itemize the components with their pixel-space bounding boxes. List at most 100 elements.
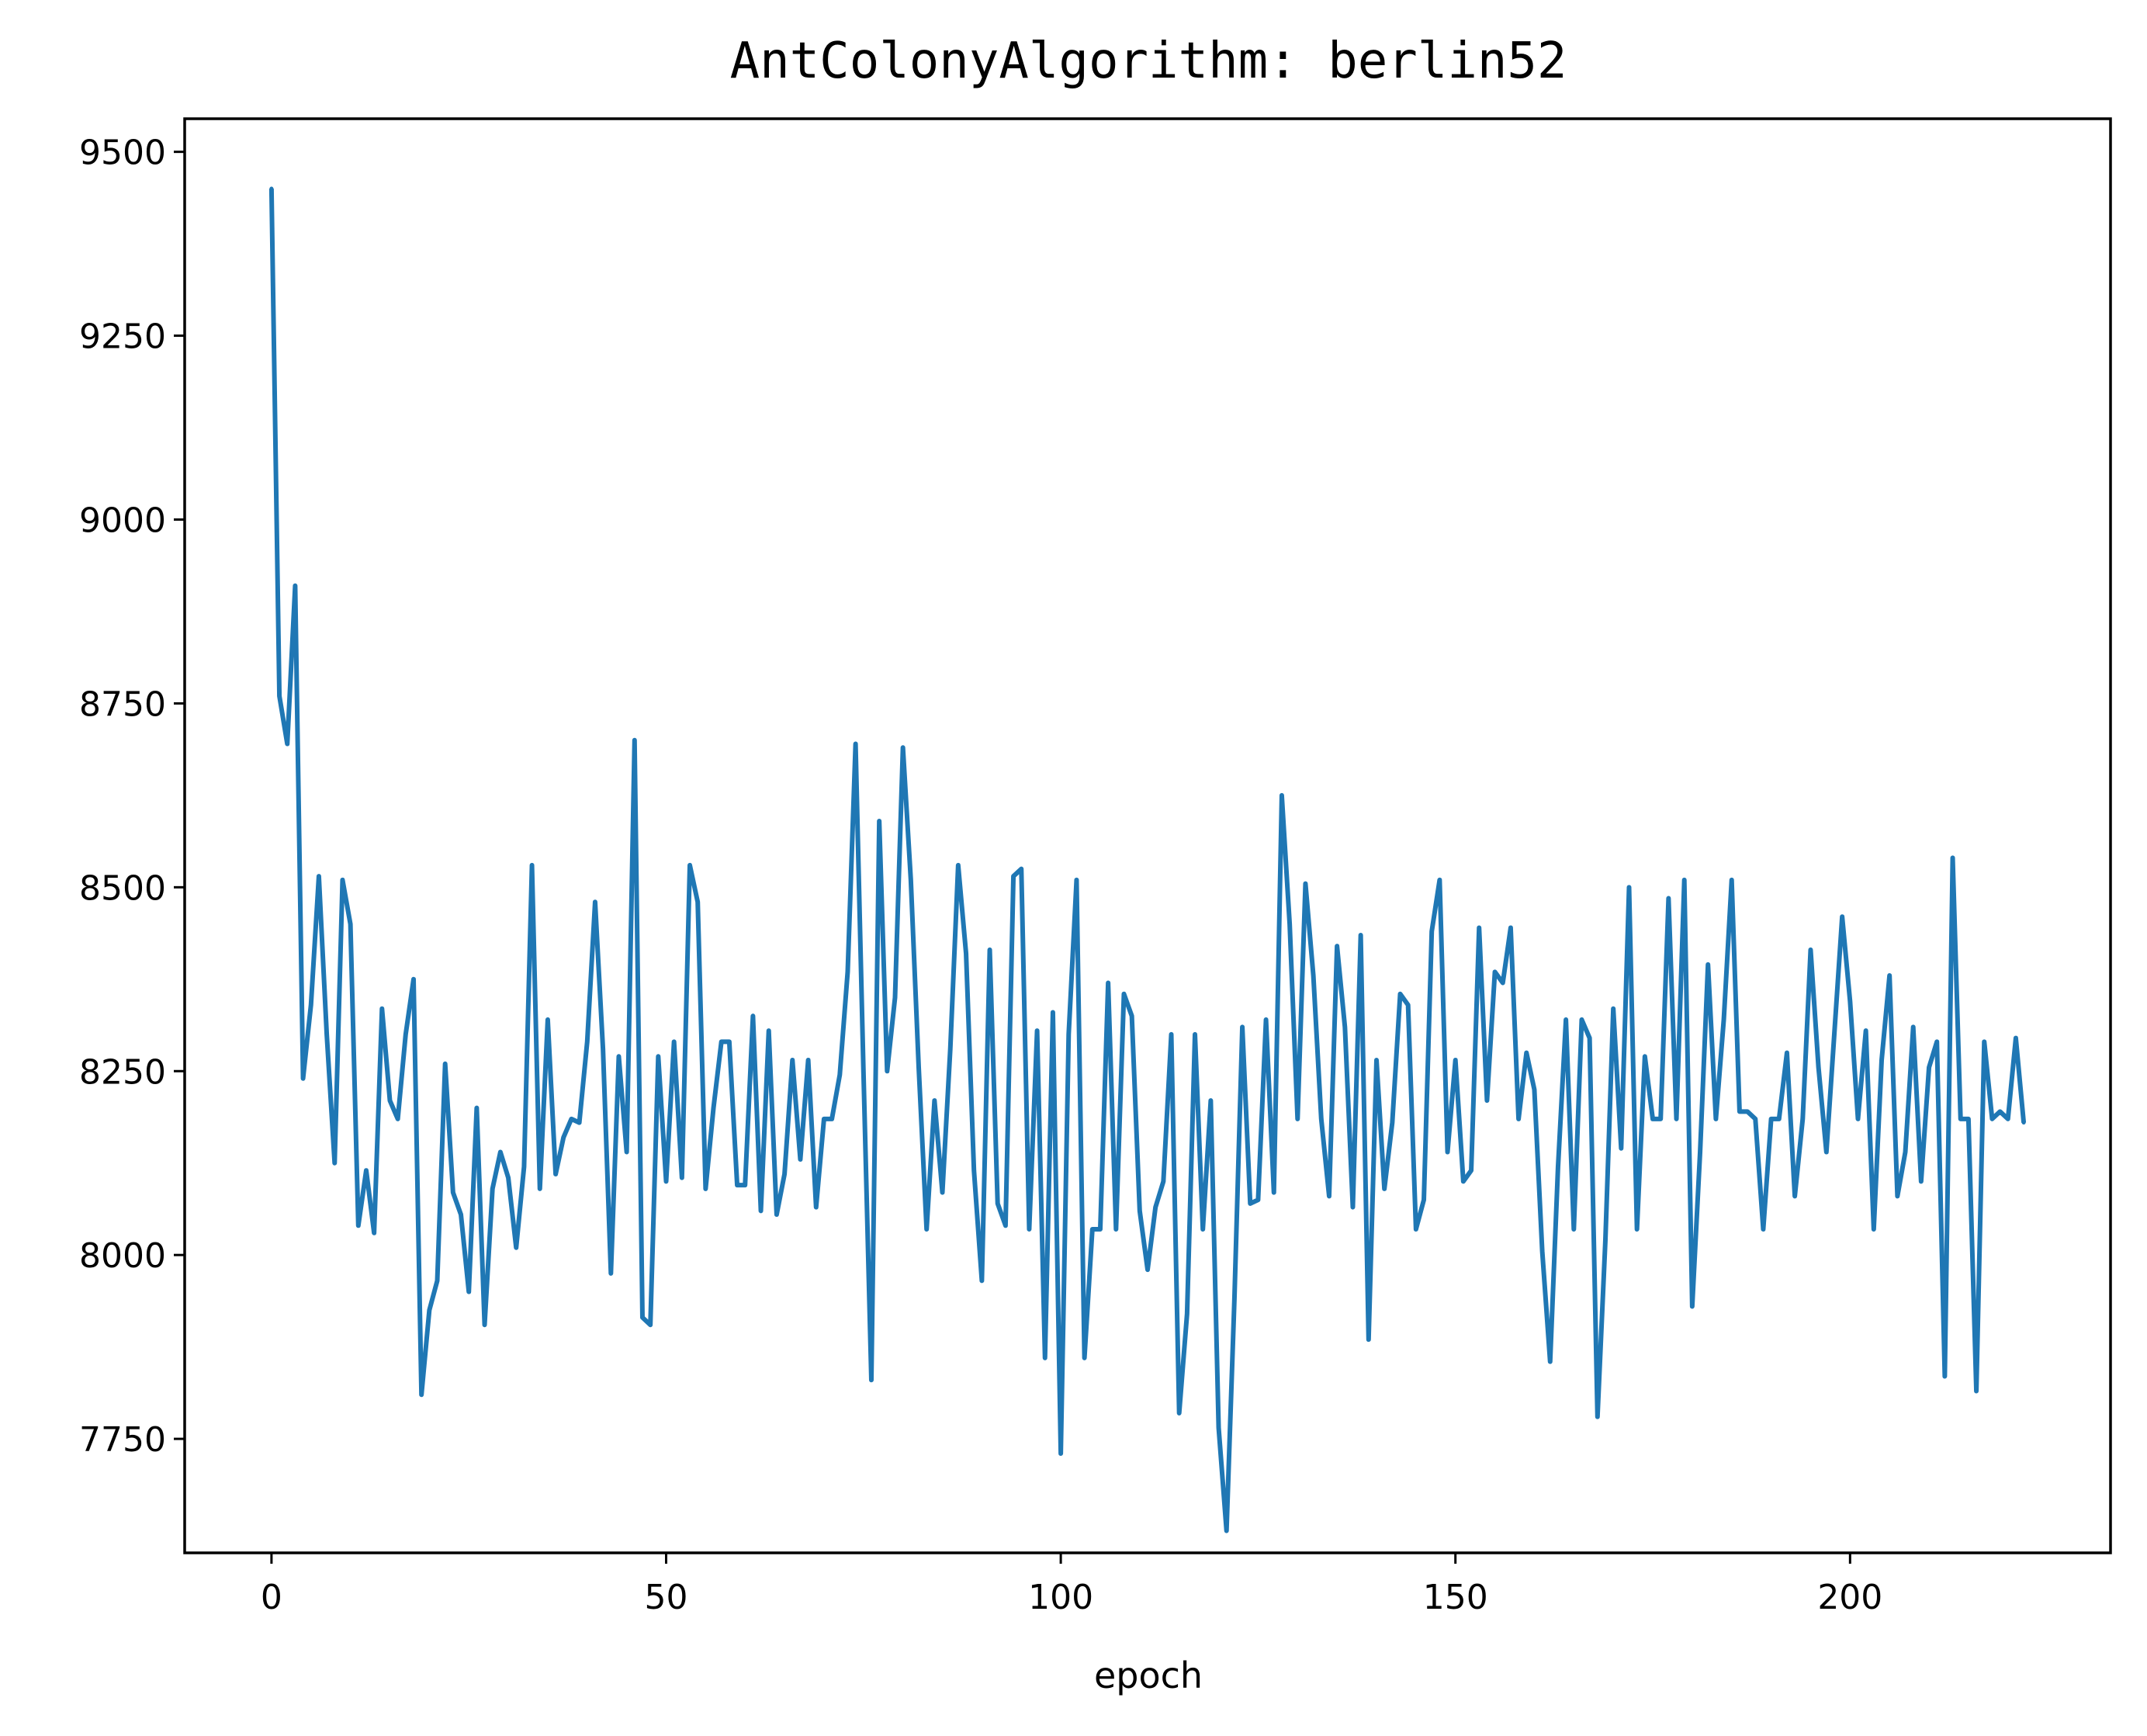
data-point xyxy=(466,1290,471,1294)
y-tick-label: 8500 xyxy=(79,868,166,908)
data-point xyxy=(1832,1032,1837,1037)
x-axis-label: epoch xyxy=(1094,1655,1203,1696)
data-point xyxy=(474,1106,479,1111)
x-tick-label: 0 xyxy=(261,1578,282,1617)
data-point xyxy=(285,742,289,747)
data-point xyxy=(664,1179,668,1183)
data-point xyxy=(1847,999,1852,1003)
data-point xyxy=(625,1150,629,1155)
data-point xyxy=(956,863,961,868)
data-point xyxy=(1911,1024,1916,1029)
data-point xyxy=(593,899,597,904)
data-point xyxy=(1224,1529,1229,1533)
data-point xyxy=(1359,933,1363,937)
data-point xyxy=(1588,1036,1592,1041)
data-point xyxy=(1579,1017,1584,1022)
data-point xyxy=(1745,1109,1750,1114)
y-tick-label: 8000 xyxy=(79,1236,166,1276)
data-point xyxy=(1785,1051,1789,1055)
data-point xyxy=(1564,1017,1568,1022)
data-point xyxy=(1185,1312,1190,1316)
data-point xyxy=(1248,1201,1252,1206)
data-point xyxy=(1508,925,1513,930)
data-point xyxy=(1374,1058,1379,1062)
data-point xyxy=(932,1098,937,1103)
data-point xyxy=(1469,1168,1473,1173)
data-point xyxy=(451,1190,455,1195)
data-point xyxy=(1824,1150,1829,1155)
data-point xyxy=(1342,1024,1347,1029)
data-point xyxy=(964,951,968,956)
data-point xyxy=(885,1069,889,1073)
data-point xyxy=(1966,1117,1971,1121)
data-point xyxy=(1958,1117,1963,1121)
data-point xyxy=(1058,1451,1063,1456)
data-point xyxy=(1548,1360,1553,1364)
plot-area xyxy=(268,186,2027,1533)
data-point xyxy=(1903,1150,1908,1155)
data-point xyxy=(1524,1051,1529,1055)
data-point xyxy=(798,1157,802,1162)
data-point xyxy=(909,878,913,882)
data-point xyxy=(1382,1187,1387,1191)
data-point xyxy=(293,584,297,588)
data-point xyxy=(332,1161,337,1166)
data-point xyxy=(1366,1337,1371,1342)
x-tick-label: 200 xyxy=(1817,1578,1882,1617)
data-point xyxy=(1658,1117,1663,1121)
data-point xyxy=(1208,1098,1213,1103)
data-point xyxy=(427,1308,431,1312)
data-point xyxy=(545,1017,550,1022)
data-point xyxy=(1232,1297,1237,1301)
data-point xyxy=(1501,981,1505,986)
data-point xyxy=(490,1187,495,1191)
data-point xyxy=(806,1058,811,1062)
data-point xyxy=(877,819,881,823)
data-point xyxy=(1240,1024,1245,1029)
data-point xyxy=(1051,1010,1055,1014)
data-point xyxy=(719,1039,724,1044)
data-point xyxy=(687,863,692,868)
data-point xyxy=(782,1172,787,1176)
data-point xyxy=(1532,1087,1536,1092)
data-point xyxy=(869,1377,874,1382)
data-point xyxy=(521,1164,526,1169)
data-point xyxy=(1895,1194,1899,1198)
data-point xyxy=(845,969,850,974)
data-point xyxy=(443,1062,448,1066)
axes-frame xyxy=(183,117,2112,1554)
chart-title: AntColonyAlgorithm: berlin52 xyxy=(730,33,1567,90)
data-point xyxy=(1461,1179,1466,1183)
data-point xyxy=(656,1054,660,1059)
data-point xyxy=(585,1039,590,1044)
data-point xyxy=(1319,1117,1324,1121)
data-point xyxy=(1753,1117,1757,1121)
data-point xyxy=(483,1322,487,1327)
data-point xyxy=(317,874,321,878)
data-point xyxy=(459,1212,463,1217)
data-point xyxy=(640,1315,645,1320)
data-point xyxy=(672,1039,677,1044)
data-point xyxy=(948,1047,953,1052)
data-point xyxy=(1690,1305,1695,1309)
data-point xyxy=(1919,1179,1924,1183)
data-point xyxy=(1145,1267,1150,1272)
data-point xyxy=(1082,1356,1087,1360)
data-point xyxy=(530,863,535,868)
data-point xyxy=(1982,1039,1986,1044)
data-point xyxy=(1540,1249,1545,1253)
data-point xyxy=(616,1054,621,1059)
data-point xyxy=(396,1117,400,1121)
data-point xyxy=(1713,1117,1718,1121)
data-point xyxy=(1484,1098,1489,1103)
data-point xyxy=(569,1117,573,1121)
data-point xyxy=(1446,1150,1450,1155)
data-point xyxy=(340,878,345,882)
y-tick-label: 9250 xyxy=(79,317,166,357)
data-point xyxy=(854,742,858,747)
data-point xyxy=(1666,896,1671,901)
data-point xyxy=(1627,885,1631,889)
data-point xyxy=(1705,962,1710,967)
data-point xyxy=(1951,855,1955,860)
